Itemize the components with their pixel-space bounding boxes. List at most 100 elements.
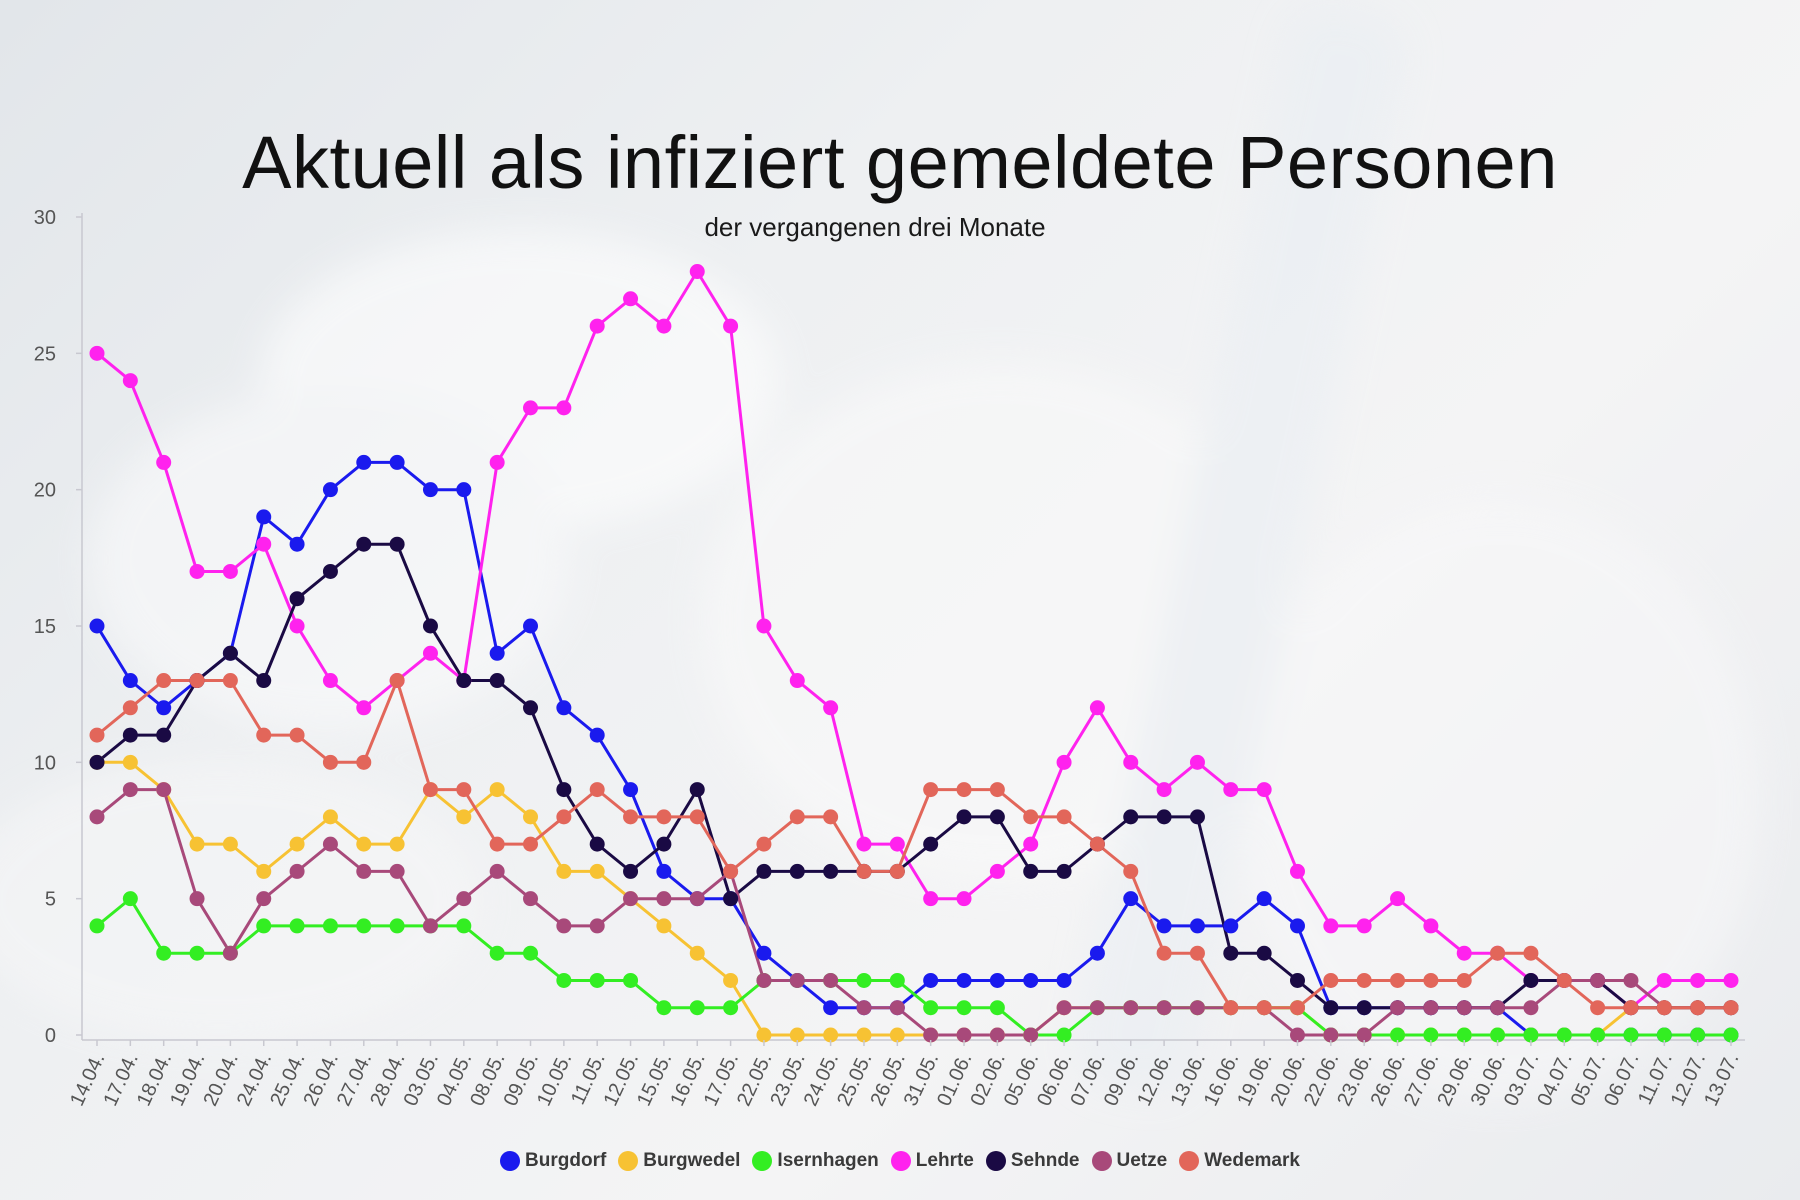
data-point-sehnde: [1056, 863, 1072, 879]
data-point-burgwedel: [556, 863, 572, 879]
data-point-wedemark: [1323, 972, 1339, 988]
data-point-burgdorf: [823, 1000, 839, 1016]
data-point-uetze: [1423, 1000, 1439, 1016]
data-point-burgdorf: [523, 618, 539, 634]
legend-marker: [890, 1151, 911, 1171]
data-point-uetze: [356, 863, 372, 879]
data-point-isernhagen: [1556, 1027, 1572, 1043]
data-point-wedemark: [1356, 972, 1372, 988]
data-point-wedemark: [1089, 836, 1105, 852]
data-point-burgwedel: [523, 809, 539, 825]
data-point-lehrte: [956, 891, 972, 907]
data-point-sehnde: [389, 536, 405, 552]
data-point-isernhagen: [1656, 1027, 1672, 1043]
data-point-sehnde: [256, 673, 272, 689]
data-point-burgwedel: [756, 1027, 772, 1043]
data-point-lehrte: [422, 645, 438, 661]
data-point-wedemark: [189, 673, 205, 689]
data-point-isernhagen: [856, 972, 872, 988]
data-point-burgdorf: [589, 727, 605, 743]
data-point-sehnde: [1023, 863, 1039, 879]
data-point-isernhagen: [356, 918, 372, 934]
data-point-wedemark: [1623, 1000, 1639, 1016]
data-point-wedemark: [823, 809, 839, 825]
data-point-burgdorf: [256, 509, 272, 525]
legend-item-burgdorf[interactable]: Burgdorf: [500, 1150, 606, 1172]
data-point-wedemark: [1723, 1000, 1739, 1016]
data-point-burgwedel: [256, 863, 272, 879]
data-point-wedemark: [523, 836, 539, 852]
data-point-burgdorf: [422, 482, 438, 498]
data-point-lehrte: [356, 700, 372, 716]
data-point-uetze: [523, 891, 539, 907]
data-point-uetze: [1356, 1027, 1372, 1043]
data-point-uetze: [1189, 1000, 1205, 1016]
data-point-burgwedel: [789, 1027, 805, 1043]
data-point-wedemark: [1056, 809, 1072, 825]
data-point-wedemark: [122, 700, 138, 716]
legend-marker: [752, 1151, 773, 1171]
series-line-sehnde: [96, 542, 1731, 1010]
data-point-sehnde: [556, 782, 572, 798]
data-point-wedemark: [489, 836, 505, 852]
data-point-wedemark: [556, 809, 572, 825]
data-point-lehrte: [589, 318, 605, 334]
data-point-uetze: [1623, 972, 1639, 988]
data-point-uetze: [656, 891, 672, 907]
data-point-burgdorf: [1289, 918, 1305, 934]
data-point-burgdorf: [156, 700, 172, 716]
data-point-uetze: [1456, 1000, 1472, 1016]
y-tick-label: 20: [34, 480, 56, 502]
data-point-sehnde: [1323, 1000, 1339, 1016]
chart-title: Aktuell als infiziert gemeldete Personen: [242, 121, 1558, 204]
data-point-wedemark: [1690, 1000, 1706, 1016]
data-point-sehnde: [1156, 809, 1172, 825]
data-point-isernhagen: [289, 918, 305, 934]
data-point-sehnde: [156, 727, 172, 743]
data-point-uetze: [1523, 1000, 1539, 1016]
data-point-sehnde: [1189, 809, 1205, 825]
legend-item-lehrte[interactable]: Lehrte: [890, 1150, 974, 1172]
data-point-burgwedel: [689, 945, 705, 961]
data-point-wedemark: [1423, 972, 1439, 988]
data-point-burgwedel: [322, 809, 338, 825]
data-point-lehrte: [1723, 972, 1739, 988]
legend-item-uetze[interactable]: Uetze: [1091, 1150, 1167, 1172]
data-point-lehrte: [1156, 782, 1172, 798]
data-point-sehnde: [1356, 1000, 1372, 1016]
data-point-isernhagen: [923, 1000, 939, 1016]
legend-item-sehnde[interactable]: Sehnde: [985, 1150, 1080, 1172]
data-point-uetze: [956, 1027, 972, 1043]
legend-item-isernhagen[interactable]: Isernhagen: [752, 1150, 879, 1172]
data-point-burgwedel: [889, 1027, 905, 1043]
data-point-wedemark: [623, 809, 639, 825]
data-point-sehnde: [356, 536, 372, 552]
data-point-burgdorf: [122, 673, 138, 689]
data-point-wedemark: [923, 782, 939, 798]
data-point-wedemark: [389, 673, 405, 689]
data-point-isernhagen: [656, 1000, 672, 1016]
legend-item-wedemark[interactable]: Wedemark: [1179, 1150, 1300, 1172]
data-point-uetze: [623, 891, 639, 907]
data-point-isernhagen: [1590, 1027, 1606, 1043]
legend-marker: [985, 1151, 1006, 1171]
data-point-sehnde: [89, 754, 105, 770]
data-point-burgdorf: [1189, 918, 1205, 934]
data-point-wedemark: [1523, 945, 1539, 961]
data-point-uetze: [456, 891, 472, 907]
legend-label: Burgdorf: [525, 1150, 607, 1171]
data-point-burgdorf: [1089, 945, 1105, 961]
data-point-isernhagen: [89, 918, 105, 934]
data-point-burgwedel: [356, 836, 372, 852]
data-point-wedemark: [256, 727, 272, 743]
legend-item-burgwedel[interactable]: Burgwedel: [618, 1150, 740, 1172]
data-point-isernhagen: [1623, 1027, 1639, 1043]
data-point-lehrte: [322, 673, 338, 689]
data-point-uetze: [489, 863, 505, 879]
data-point-uetze: [689, 891, 705, 907]
data-point-isernhagen: [256, 918, 272, 934]
data-point-sehnde: [723, 891, 739, 907]
data-point-uetze: [556, 918, 572, 934]
data-point-wedemark: [1189, 945, 1205, 961]
data-point-lehrte: [989, 863, 1005, 879]
